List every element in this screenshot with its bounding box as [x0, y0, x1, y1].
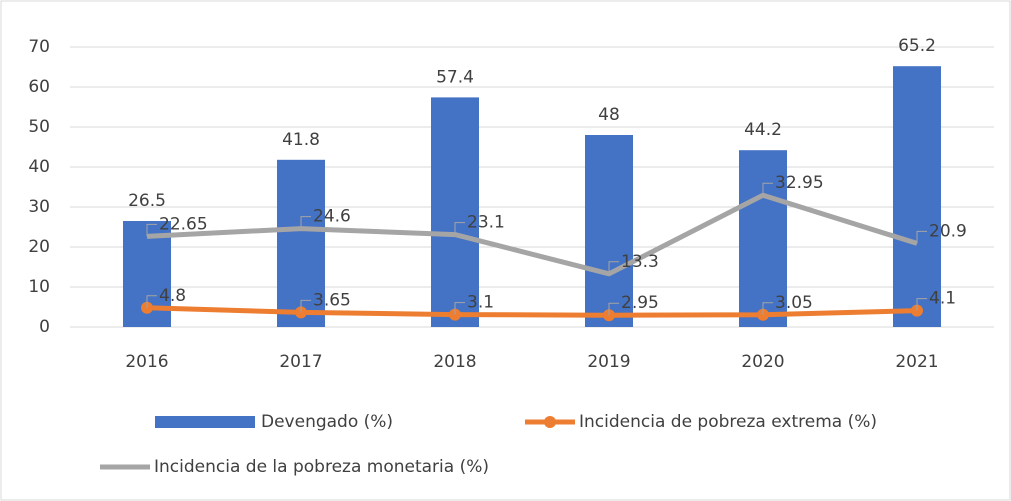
- y-tick-label: 20: [28, 237, 50, 257]
- data-label: 20.9: [929, 221, 967, 241]
- line: [146, 305, 918, 318]
- bar: [739, 150, 787, 327]
- leader-line: [916, 298, 927, 311]
- data-label: 3.1: [467, 293, 494, 313]
- data-label: 4.1: [929, 289, 956, 309]
- legend-label: Devengado (%): [261, 412, 393, 432]
- legend-label: Incidencia de pobreza extrema (%): [579, 412, 877, 432]
- data-label: 24.6: [313, 207, 351, 227]
- bar: [277, 159, 325, 327]
- data-label: 41.8: [282, 130, 320, 150]
- data-label: 22.65: [159, 214, 208, 234]
- data-label: 13.3: [621, 252, 659, 272]
- x-tick-label: 2020: [741, 352, 784, 372]
- data-label: 65.2: [898, 36, 936, 56]
- leader-line: [608, 302, 619, 316]
- data-label: 57.4: [436, 67, 474, 87]
- y-tick-label: 0: [39, 317, 50, 337]
- y-tick-label: 10: [28, 277, 50, 297]
- y-tick-label: 60: [28, 77, 50, 97]
- x-tick-label: 2016: [125, 352, 168, 372]
- y-tick-label: 40: [28, 157, 50, 177]
- leader-line: [762, 302, 773, 315]
- data-label: 32.95: [775, 173, 824, 193]
- data-label: 44.2: [744, 120, 782, 140]
- y-tick-label: 30: [28, 197, 50, 217]
- data-label: 4.8: [159, 286, 186, 306]
- y-tick-label: 70: [28, 37, 50, 57]
- leader-line: [762, 182, 773, 196]
- line: [146, 192, 918, 277]
- data-label: 48: [598, 105, 620, 125]
- x-tick-label: 2021: [895, 352, 938, 372]
- bar: [585, 135, 633, 327]
- y-tick-label: 50: [28, 117, 50, 137]
- x-tick-label: 2018: [433, 352, 476, 372]
- data-label: 26.5: [128, 191, 166, 211]
- legend-marker: [544, 416, 556, 428]
- legend-swatch: [155, 416, 255, 428]
- data-label: 3.05: [775, 293, 813, 313]
- x-tick-label: 2017: [279, 352, 322, 372]
- x-tick-label: 2019: [587, 352, 630, 372]
- leader-line: [454, 222, 465, 235]
- data-label: 2.95: [621, 293, 659, 313]
- data-label: 3.65: [313, 290, 351, 310]
- data-label: 23.1: [467, 213, 505, 233]
- bar: [431, 97, 479, 328]
- leader-line: [608, 261, 619, 274]
- leader-line: [146, 223, 157, 237]
- leader-line: [916, 230, 927, 244]
- leader-line: [146, 295, 157, 308]
- leader-line: [300, 216, 311, 229]
- leader-line: [300, 299, 311, 313]
- leader-line: [454, 302, 465, 315]
- bar: [893, 66, 941, 327]
- legend-label: Incidencia de la pobreza monetaria (%): [154, 457, 489, 477]
